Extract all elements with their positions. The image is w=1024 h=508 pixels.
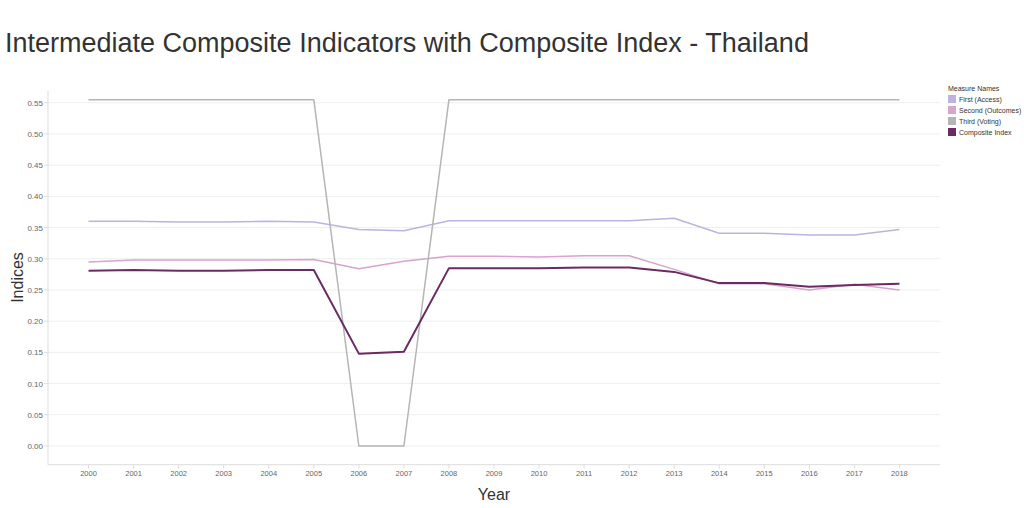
grid-line (48, 133, 940, 134)
y-tick-label: 0.25 (27, 286, 43, 295)
x-tick-label: 2016 (801, 469, 818, 478)
x-tick-label: 2006 (351, 469, 368, 478)
x-tick-label: 2003 (215, 469, 232, 478)
legend-swatch (948, 95, 956, 103)
series-line (89, 268, 900, 354)
grid-line (48, 445, 940, 446)
chart: Intermediate Composite Indicators with C… (0, 0, 1024, 508)
grid-line (48, 102, 940, 103)
y-tick-label: 0.35 (27, 224, 43, 233)
x-tick-label: 2014 (711, 469, 728, 478)
y-tick (44, 352, 48, 353)
x-tick-label: 2009 (486, 469, 503, 478)
y-tick (44, 227, 48, 228)
y-tick-label: 0.05 (27, 411, 43, 420)
x-tick-label: 2002 (170, 469, 187, 478)
grid-line (48, 258, 940, 259)
legend-title: Measure Names (948, 85, 1000, 92)
y-axis-label: Indices (9, 252, 26, 303)
grid-line (48, 165, 940, 166)
grid-line (48, 414, 940, 415)
legend: Measure Names First (Access) Second (Outco… (948, 85, 1021, 137)
x-tick-label: 2017 (846, 469, 863, 478)
y-tick-label: 0.20 (27, 317, 43, 326)
y-tick-label: 0.50 (27, 130, 43, 139)
title: Intermediate Composite Indicators with C… (5, 28, 809, 58)
x-tick-label: 2018 (891, 469, 908, 478)
y-tick (44, 383, 48, 384)
legend-swatch (948, 128, 956, 136)
y-tick-label: 0.10 (27, 380, 43, 389)
y-tick (44, 445, 48, 446)
x-tick-label: 2013 (666, 469, 683, 478)
x-tick-label: 2010 (531, 469, 548, 478)
x-tick-label: 2008 (441, 469, 458, 478)
legend-label: Composite Index (959, 129, 1012, 137)
y-tick (44, 289, 48, 290)
x-tick-label: 2005 (305, 469, 322, 478)
y-tick-label: 0.00 (27, 442, 43, 451)
series-line (89, 218, 900, 235)
legend-label: Third (Voting) (959, 118, 1001, 126)
y-tick (44, 133, 48, 134)
x-tick-label: 2012 (621, 469, 638, 478)
grid-line (48, 321, 940, 322)
y-tick (44, 102, 48, 103)
grid-line (48, 383, 940, 384)
legend-swatch (948, 117, 956, 125)
y-tick-label: 0.30 (27, 255, 43, 264)
x-tick-label: 2001 (125, 469, 142, 478)
y-tick (44, 258, 48, 259)
legend-swatch (948, 106, 956, 114)
x-axis-label: Year (478, 486, 511, 503)
x-tick-label: 2015 (756, 469, 773, 478)
grid-line (48, 196, 940, 197)
x-tick-label: 2011 (576, 469, 592, 478)
y-axis-line (48, 90, 49, 464)
grid-line (48, 227, 940, 228)
grid (48, 103, 940, 446)
x-tick-label: 2004 (260, 469, 277, 478)
legend-label: First (Access) (959, 96, 1002, 104)
y-tick (44, 321, 48, 322)
x-tick-label: 2007 (396, 469, 413, 478)
y-tick (44, 414, 48, 415)
y-tick-label: 0.45 (27, 161, 43, 170)
legend-label: Second (Outcomes) (959, 107, 1021, 115)
y-tick-label: 0.55 (27, 99, 43, 108)
grid-line (48, 352, 940, 353)
series-line (89, 100, 900, 446)
y-tick (44, 196, 48, 197)
y-tick-label: 0.40 (27, 192, 43, 201)
y-tick (44, 165, 48, 166)
plot-lines (89, 100, 900, 446)
y-tick-label: 0.15 (27, 348, 43, 357)
x-tick-label: 2000 (80, 469, 97, 478)
